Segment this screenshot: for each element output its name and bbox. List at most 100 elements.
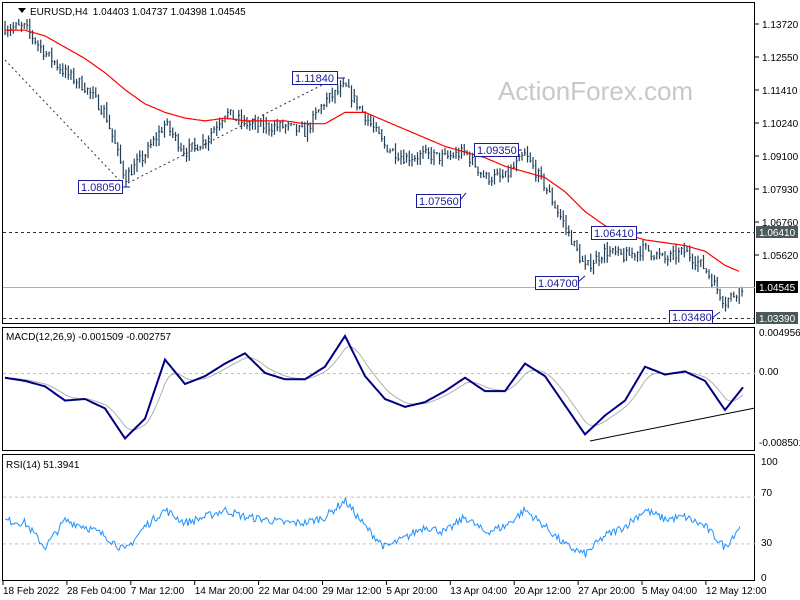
ohlc-bar [526,146,529,163]
ohlc-bar [12,22,15,34]
ohlc-bar [702,254,705,270]
ohlc-bar [331,87,334,102]
ohlc-bar [78,77,81,89]
ohlc-bar [216,121,219,137]
ohlc-bar [139,150,142,163]
rsi-tick-label: 30 [761,538,773,549]
ohlc-bar [177,133,180,152]
time-tick-label: 14 Mar 20:00 [195,586,254,597]
ohlc-bar [546,187,549,195]
ohlc-bar [727,297,730,309]
ohlc-bar [205,139,208,149]
annotation-label: 1.09350 [477,145,517,157]
ohlc-bar [400,150,403,165]
level-high-tag-bg [756,226,798,238]
price-annotation: 1.06410 [591,226,642,240]
ohlc-bar [328,92,331,104]
ohlc-bar [51,47,54,68]
ohlc-bar [521,151,524,161]
ohlc-bar [257,117,260,134]
annotation-label: 1.03480 [672,312,712,324]
price-annotation: 1.09350 [474,143,522,157]
ohlc-bar [67,65,70,80]
price-annotation: 1.08050 [78,180,130,194]
ohlc-bar [48,51,51,57]
ohlc-bar [323,103,326,111]
ohlc-bar [155,132,158,147]
rsi-line [4,497,741,558]
ohlc-bar [191,142,194,151]
ohlc-bar [117,142,120,157]
time-tick-label: 22 Mar 04:00 [259,586,318,597]
rsi-title: RSI(14) 51.3941 [6,460,80,471]
ohlc-bar [444,147,447,156]
macd-tick-label: 0.00 [759,367,779,378]
ohlc-bar [265,117,268,134]
ohlc-bar [81,75,84,91]
ohlc-bar [108,114,111,130]
price-tick-label: 1.10240 [762,119,799,130]
ohlc-bar [587,259,590,266]
ohlc-bar [4,20,7,36]
ohlc-bar [334,89,337,104]
ohlc-bar [73,67,76,85]
ohlc-bar [741,286,744,297]
ohlc-bar [111,128,114,143]
ohlc-bar [141,150,144,167]
ohlc-bar [612,247,615,254]
ohlc-bar [562,210,565,228]
time-tick-label: 5 May 04:00 [642,586,697,597]
ohlc-bar [169,120,172,137]
ohlc-bar [452,152,455,159]
ohlc-bar [724,296,727,312]
ohlc-bar [53,60,56,66]
ohlc-bar [535,159,538,182]
ohlc-bar [419,150,422,165]
ohlc-bar [240,109,243,130]
macd-line [4,333,744,440]
ohlc-bar [598,251,601,266]
ohlc-bar [59,63,62,75]
ohlc-bar [367,114,370,126]
ohlc-bar [359,106,362,110]
rsi-tick-label: 0 [761,573,767,584]
ohlc-bar [188,138,191,161]
price-annotation: 1.04700 [535,275,586,290]
ohlc-bar [290,123,293,127]
price-panel [2,2,755,324]
ohlc-bar [496,168,499,176]
ohlc-bar [298,124,301,133]
ohlc-bar [642,240,645,261]
ohlc-bar [392,148,395,152]
ohlc-bar [381,129,384,142]
trendline-down [4,59,123,184]
dropdown-triangle-icon[interactable] [18,8,26,13]
ohlc-bar [34,37,37,45]
macd-signal-line [4,346,744,431]
ohlc-bar [455,146,458,159]
ohlc-bar [386,144,389,153]
ohlc-bar [540,166,543,180]
ohlc-bar [29,18,32,40]
ohlc-bar [504,170,507,178]
ohlc-bar [326,92,329,108]
ohlc-bar [711,273,714,289]
rsi-tick-label: 70 [761,488,773,499]
macd-tick-label: 0.004956 [759,328,800,339]
ohlc-bar [436,152,439,155]
ohlc-bar [350,85,353,108]
ohlc-bar [337,84,340,96]
time-tick-label: 12 May 12:00 [706,586,767,597]
ohlc-bar [416,152,419,165]
ohlc-bar [166,118,169,126]
ohlc-bar [348,79,351,88]
ohlc-bar [656,251,659,260]
annotation-label: 1.11840 [295,73,334,85]
ohlc-bar [103,104,106,119]
ohlc-bar [353,89,356,103]
ohlc-bar [389,148,392,154]
ohlc-bar [315,107,318,120]
macd-trendline [589,407,756,442]
ohlc-bar [408,150,411,167]
